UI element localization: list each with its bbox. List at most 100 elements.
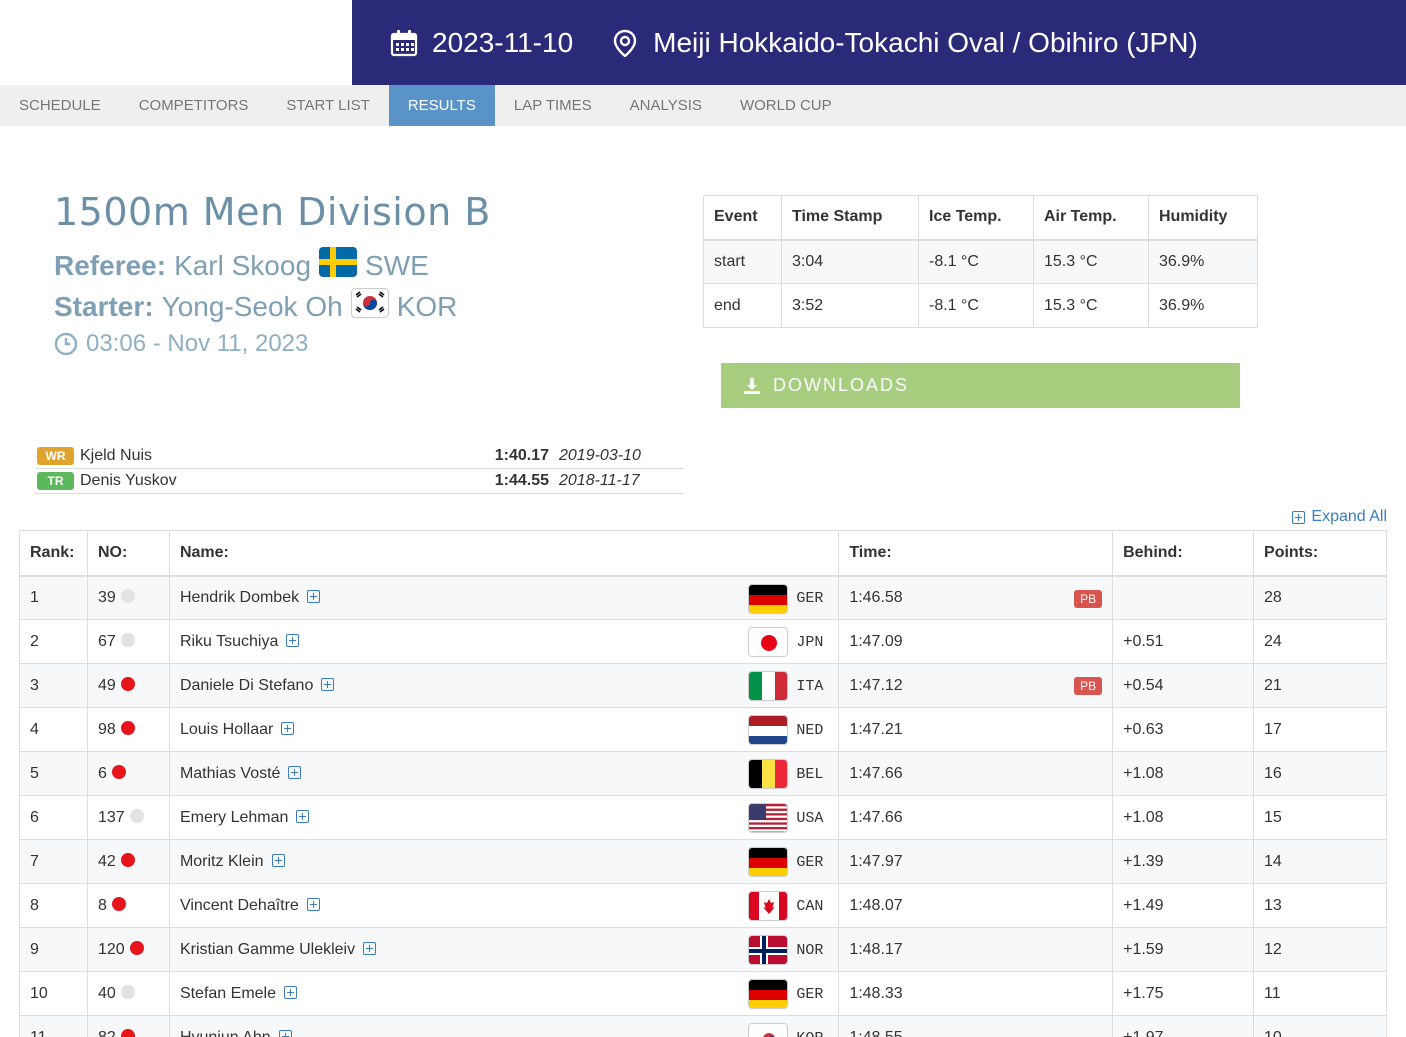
behind-cell: +0.51 bbox=[1112, 619, 1255, 664]
bib-cell: 49 bbox=[86, 663, 170, 708]
downloads-button[interactable]: DOWNLOADS bbox=[721, 363, 1240, 408]
expand-row-icon[interactable] bbox=[321, 677, 335, 691]
ger-flag-icon bbox=[748, 847, 789, 877]
expand-row-icon[interactable] bbox=[281, 721, 295, 735]
tab-competitors[interactable]: COMPETITORS bbox=[138, 97, 249, 114]
skater-name[interactable]: Riku Tsuchiya bbox=[179, 632, 279, 650]
name-cell: Kristian Gamme Ulekleiv NOR bbox=[168, 927, 840, 972]
race-time: 1:47.66 bbox=[849, 808, 903, 826]
skater-name[interactable]: Mathias Vosté bbox=[179, 764, 281, 782]
nationality: CAN bbox=[748, 891, 828, 921]
skater-name[interactable]: Daniele Di Stefano bbox=[179, 676, 314, 694]
nationality: GER bbox=[748, 847, 828, 877]
race-time: 1:47.97 bbox=[849, 852, 903, 870]
rank-cell: 7 bbox=[19, 839, 88, 884]
time-cell: 1:48.17 bbox=[838, 927, 1114, 972]
sweden-flag-icon bbox=[319, 247, 358, 284]
record-time: 1:40.17 bbox=[494, 447, 549, 464]
expand-row-icon[interactable] bbox=[307, 589, 321, 603]
skater-name[interactable]: Stefan Emele bbox=[179, 984, 276, 1002]
event-venue: Meiji Hokkaido-Tokachi Oval / Obihiro (J… bbox=[653, 26, 1198, 58]
status-dot-icon bbox=[111, 896, 126, 911]
time-cell: 1:47.12 PB bbox=[838, 663, 1114, 708]
bib-number: 98 bbox=[97, 720, 116, 738]
behind-cell: +1.59 bbox=[1112, 927, 1255, 972]
cond-header-air-temp: Air Temp. bbox=[1033, 195, 1149, 241]
behind-cell bbox=[1112, 575, 1255, 620]
country-code: ITA bbox=[796, 677, 824, 695]
race-time: 1:48.33 bbox=[849, 984, 903, 1002]
nationality: KOR bbox=[748, 1023, 828, 1037]
expand-row-icon[interactable] bbox=[288, 765, 302, 779]
race-time: 1:48.17 bbox=[849, 940, 903, 958]
tab-results[interactable]: RESULTS bbox=[388, 85, 495, 126]
ger-flag-icon bbox=[748, 979, 789, 1009]
points-cell: 13 bbox=[1253, 883, 1387, 928]
skater-name[interactable]: Emery Lehman bbox=[179, 808, 289, 826]
rank-cell: 6 bbox=[19, 795, 88, 840]
event-date: 2023-11-10 bbox=[432, 26, 574, 58]
tab-world-cup[interactable]: WORLD CUP bbox=[739, 97, 832, 114]
nationality: NOR bbox=[748, 935, 828, 965]
table-row: 4 98 Louis Hollaar NED 1:47.21 +0.63 17 bbox=[19, 707, 1387, 752]
country-code: GER bbox=[796, 590, 824, 607]
main-nav: SCHEDULE COMPETITORS START LIST RESULTS … bbox=[0, 85, 1406, 126]
expand-row-icon[interactable] bbox=[278, 1029, 292, 1037]
expand-row-icon[interactable] bbox=[296, 809, 310, 823]
points-cell: 28 bbox=[1253, 575, 1387, 620]
bib-cell: 98 bbox=[86, 707, 170, 752]
bib-number: 120 bbox=[97, 940, 125, 958]
records-list: WR Kjeld Nuis 1:40.17 2019-03-10 TR Deni… bbox=[35, 444, 684, 494]
record-date: 2018-11-17 bbox=[559, 472, 640, 489]
expand-row-icon[interactable] bbox=[306, 897, 320, 911]
record-holder: Denis Yuskov bbox=[80, 472, 177, 489]
conditions-row: end 3:52 -8.1 °C 15.3 °C 36.9% bbox=[703, 283, 1258, 328]
expand-row-icon[interactable] bbox=[271, 853, 285, 867]
bib-number: 8 bbox=[97, 896, 107, 914]
skater-name[interactable]: Louis Hollaar bbox=[179, 720, 274, 738]
time-cell: 1:47.97 bbox=[838, 839, 1114, 884]
behind-cell: +0.63 bbox=[1112, 707, 1255, 752]
starter-country: KOR bbox=[396, 290, 458, 322]
expand-all-button[interactable]: Expand All bbox=[1292, 508, 1387, 526]
name-cell: Daniele Di Stefano ITA bbox=[168, 663, 840, 708]
bib-cell: 39 bbox=[86, 575, 170, 620]
expand-row-icon[interactable] bbox=[286, 633, 300, 647]
bib-cell: 6 bbox=[86, 751, 170, 796]
cond-cell: -8.1 °C bbox=[918, 283, 1034, 328]
tab-analysis[interactable]: ANALYSIS bbox=[629, 97, 702, 114]
cond-cell: 3:52 bbox=[781, 283, 919, 328]
tab-lap-times[interactable]: LAP TIMES bbox=[513, 97, 592, 114]
referee-name: Karl Skoog bbox=[174, 249, 312, 281]
skater-name[interactable]: Kristian Gamme Ulekleiv bbox=[179, 940, 356, 958]
bib-cell: 42 bbox=[86, 839, 170, 884]
cond-cell: 15.3 °C bbox=[1033, 283, 1149, 328]
nationality: GER bbox=[748, 979, 828, 1009]
tab-schedule[interactable]: SCHEDULE bbox=[19, 97, 101, 114]
skater-name[interactable]: Hendrik Dombek bbox=[179, 588, 300, 606]
bib-cell: 120 bbox=[86, 927, 170, 972]
col-header-points: Points: bbox=[1253, 530, 1387, 577]
table-row: 8 8 Vincent Dehaître CAN 1:48.07 +1.49 13 bbox=[19, 883, 1387, 928]
country-code: NED bbox=[796, 721, 824, 739]
expand-row-icon[interactable] bbox=[284, 985, 297, 999]
race-time: 1:47.09 bbox=[849, 632, 903, 650]
table-row: 1 39 Hendrik Dombek GER 1:46.58 PB 28 bbox=[19, 575, 1387, 620]
race-time: 1:48.07 bbox=[849, 896, 903, 914]
skater-name[interactable]: Hyunjun Ahn bbox=[179, 1028, 271, 1037]
starter-name: Yong-Seok Oh bbox=[161, 290, 343, 322]
expand-row-icon[interactable] bbox=[363, 941, 377, 955]
rank-cell: 4 bbox=[19, 707, 88, 752]
status-dot-icon bbox=[120, 1028, 135, 1037]
skater-name[interactable]: Moritz Klein bbox=[179, 852, 264, 870]
conditions-header-row: Event Time Stamp Ice Temp. Air Temp. Hum… bbox=[703, 195, 1258, 241]
tab-start-list[interactable]: START LIST bbox=[286, 97, 370, 114]
nationality: USA bbox=[748, 803, 828, 833]
rank-cell: 11 bbox=[19, 1015, 88, 1037]
time-cell: 1:48.55 bbox=[838, 1015, 1114, 1037]
skater-name[interactable]: Vincent Dehaître bbox=[179, 896, 299, 914]
nationality: BEL bbox=[748, 759, 828, 789]
race-title: 1500m Men Division B bbox=[54, 190, 491, 234]
